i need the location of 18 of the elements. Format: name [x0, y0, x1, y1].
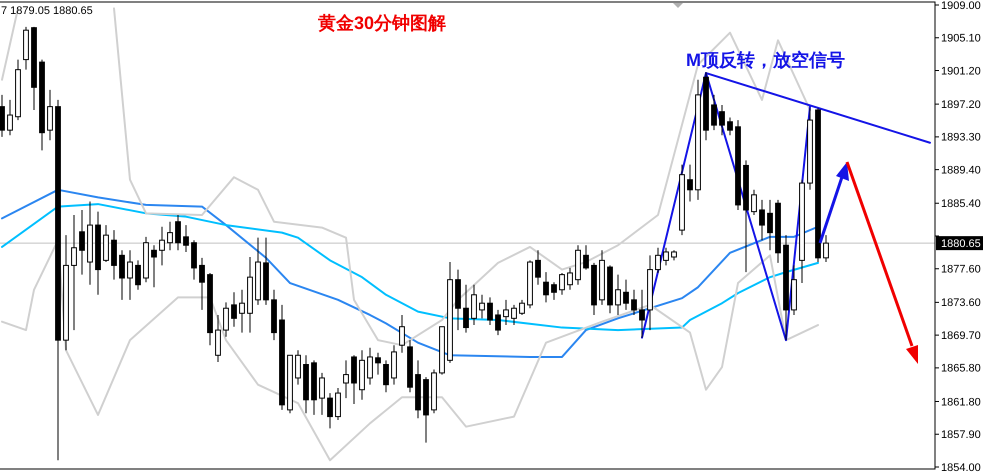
y-tick-label: 1901.20	[941, 65, 981, 78]
y-tick-label: 1909.00	[941, 0, 981, 12]
annotation: M顶反转，放空信号	[686, 50, 845, 70]
y-tick-label: 1889.40	[941, 164, 981, 176]
y-tick-label: 1865.80	[941, 362, 981, 375]
y-tick-label: 1877.60	[941, 264, 981, 276]
y-tick-label: 1869.70	[941, 330, 981, 342]
y-tick-label: 1885.40	[941, 198, 981, 210]
chart-title: 黄金30分钟图解	[317, 13, 446, 33]
annotation: 7 1879.05 1880.65	[1, 5, 93, 17]
y-tick-label: 1854.00	[941, 462, 981, 472]
y-tick-label: 1857.90	[941, 429, 981, 442]
y-tick-label: 1893.30	[941, 132, 981, 144]
y-tick-label: 1905.10	[941, 32, 981, 45]
ref-line-label: 1880.65	[941, 238, 981, 250]
y-tick-label: 1897.20	[941, 98, 981, 111]
y-tick-label: 1861.80	[941, 396, 981, 408]
y-tick-label: 1873.60	[941, 297, 981, 310]
